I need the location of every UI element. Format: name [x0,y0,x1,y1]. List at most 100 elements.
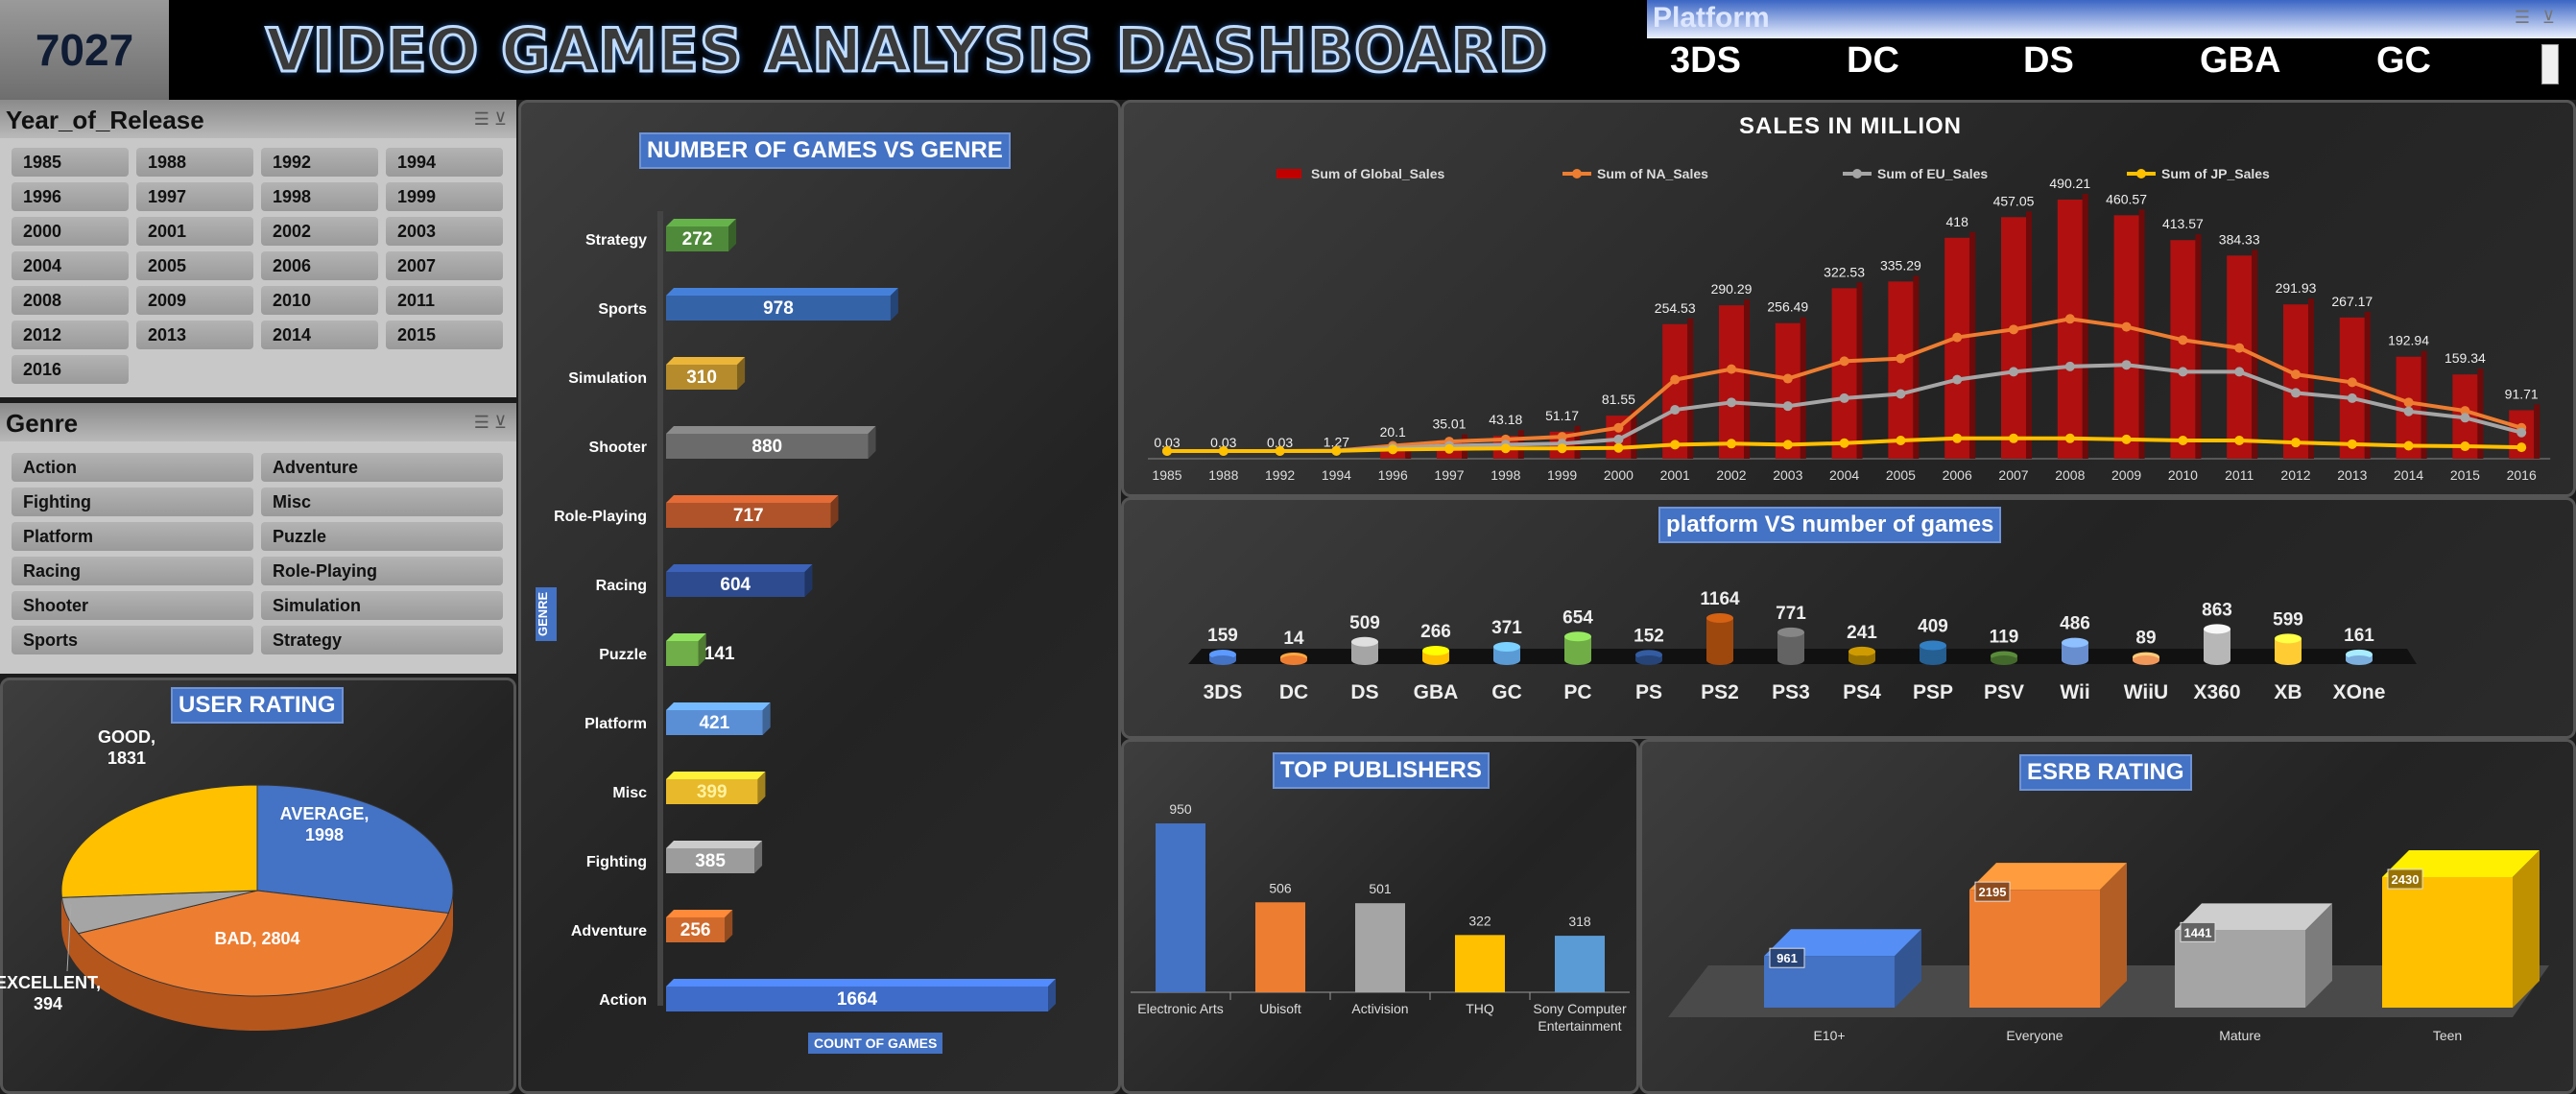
genre-item-role-playing[interactable]: Role-Playing [261,557,503,585]
year-item-2005[interactable]: 2005 [136,251,253,280]
sales-point [1162,445,1172,456]
year-item-1992[interactable]: 1992 [261,148,378,177]
sales-value-2006: 418 [1946,214,1969,229]
esrb-value-1: 2195 [1979,885,2007,899]
genre-item-action[interactable]: Action [12,453,253,482]
year-item-2013[interactable]: 2013 [136,321,253,349]
year-item-2015[interactable]: 2015 [386,321,503,349]
platform-value-x360: 863 [2202,600,2232,620]
year-item-1997[interactable]: 1997 [136,182,253,211]
genre-label-puzzle: Puzzle [599,647,647,663]
pie-label-bad: BAD, 2804 [214,929,299,948]
slicer-filter-icons[interactable]: ☰ ⊻ [473,109,507,129]
sales-xtick-1985: 1985 [1152,467,1181,483]
genre-item-shooter[interactable]: Shooter [12,591,253,620]
platform-slicer-scrollbar[interactable] [2541,44,2559,84]
publisher-value-2: 501 [1369,881,1392,896]
year-item-1985[interactable]: 1985 [12,148,129,177]
legend-marker-3 [2136,169,2146,178]
genre-item-misc[interactable]: Misc [261,488,503,516]
genre-bar-top [666,979,1056,987]
genre-slicer-header [0,403,516,441]
genre-label-shooter: Shooter [589,440,647,456]
platform-item-ds[interactable]: DS [2023,40,2074,81]
sales-bar-side [1687,318,1694,459]
sales-xtick-2001: 2001 [1660,467,1690,483]
genre-value-sports: 978 [763,298,794,319]
genre-value-shooter: 880 [751,437,782,457]
genre-bar-top [666,357,746,365]
sales-bar-side [1913,275,1920,459]
year-item-2004[interactable]: 2004 [12,251,129,280]
genre-item-simulation[interactable]: Simulation [261,591,503,620]
platform-bar-top [2204,624,2230,634]
count-axis-title: COUNT OF GAMES [808,1033,943,1054]
year-item-2014[interactable]: 2014 [261,321,378,349]
sales-point [1782,401,1793,412]
year-item-1998[interactable]: 1998 [261,182,378,211]
platform-bar-base [2346,655,2373,665]
sales-xtick-1988: 1988 [1208,467,1238,483]
year-item-2002[interactable]: 2002 [261,217,378,246]
genre-item-strategy[interactable]: Strategy [261,626,503,654]
sales-point [1557,432,1567,442]
user-rating-pie-chart: AVERAGE, 1998 BAD, 2804 EXCELLENT, 394 GOOD, 1… [0,727,454,1031]
sales-xtick-1994: 1994 [1322,467,1351,483]
pie-slice-good [60,784,258,898]
platform-item-dc[interactable]: DC [1847,40,1899,81]
sales-bar-2003 [1775,322,1801,459]
year-item-2012[interactable]: 2012 [12,321,129,349]
sales-xtick-2008: 2008 [2055,467,2085,483]
slicer-filter-icons[interactable]: ☰ ⊻ [473,413,507,432]
platform-item-3ds[interactable]: 3DS [1670,40,1741,81]
sales-value-2010: 413.57 [2162,216,2204,231]
year-item-2010[interactable]: 2010 [261,286,378,315]
genre-bar-role-playing [666,503,831,528]
year-item-2007[interactable]: 2007 [386,251,503,280]
genre-item-puzzle[interactable]: Puzzle [261,522,503,551]
year-item-1996[interactable]: 1996 [12,182,129,211]
sales-value-2009: 460.57 [2106,191,2147,206]
sales-bar-2013 [2339,317,2365,459]
genre-item-racing[interactable]: Racing [12,557,253,585]
platform-item-gc[interactable]: GC [2376,40,2431,81]
clear-filter-icon[interactable]: ⊻ [2541,8,2555,27]
year-item-2006[interactable]: 2006 [261,251,378,280]
year-item-2000[interactable]: 2000 [12,217,129,246]
publisher-value-3: 322 [1468,913,1491,928]
sales-value-1998: 43.18 [1489,412,1522,427]
sales-point [1613,434,1624,444]
year-item-1994[interactable]: 1994 [386,148,503,177]
sales-xtick-2010: 2010 [2168,467,2198,483]
year-item-2016[interactable]: 2016 [12,355,129,384]
genre-item-sports[interactable]: Sports [12,626,253,654]
year-item-1988[interactable]: 1988 [136,148,253,177]
year-item-1999[interactable]: 1999 [386,182,503,211]
year-item-2009[interactable]: 2009 [136,286,253,315]
sales-xtick-2000: 2000 [1604,467,1634,483]
platform-label-xone: XOne [2333,681,2386,703]
platform-item-gba[interactable]: GBA [2200,40,2281,81]
genre-item-fighting[interactable]: Fighting [12,488,253,516]
year-item-2008[interactable]: 2008 [12,286,129,315]
genre-bar-side [804,564,813,597]
legend-swatch-global [1276,169,1301,178]
esrb-value-box [1769,947,1805,968]
year-item-2011[interactable]: 2011 [386,286,503,315]
esrb-box-side [2100,863,2127,1008]
platform-label-wii: Wii [2060,681,2089,703]
year-item-2001[interactable]: 2001 [136,217,253,246]
esrb-box-mature [2175,930,2305,1008]
sales-point [1218,445,1228,456]
year-item-2003[interactable]: 2003 [386,217,503,246]
genre-item-platform[interactable]: Platform [12,522,253,551]
genre-bar-action [666,987,1048,1011]
esrb-label-1: Everyone [2006,1028,2063,1043]
pie-label-excellent: 394 [34,994,62,1013]
genre-item-adventure[interactable]: Adventure [261,453,503,482]
platform-value-ps4: 241 [1847,623,1877,643]
multi-select-icon[interactable]: ☰ [2514,8,2530,27]
genre-bar-side [728,219,737,251]
genre-label-role-playing: Role-Playing [554,509,647,525]
genre-bar-top [666,633,706,641]
